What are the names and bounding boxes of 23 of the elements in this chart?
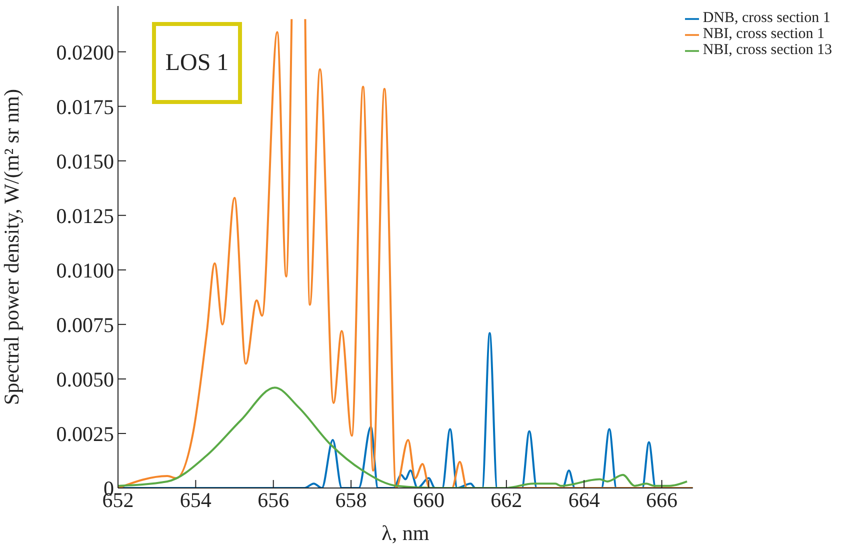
- y-tick-label: 0.0175: [56, 94, 114, 119]
- y-axis-title: Spectral power density, W/(m² sr nm): [0, 89, 24, 405]
- x-tick-label: 656: [258, 488, 290, 512]
- x-tick-label: 658: [335, 488, 367, 512]
- label-frame: LOS 1: [152, 22, 242, 104]
- x-tick-label: 664: [568, 488, 600, 512]
- y-tick-label: 0.0200: [56, 40, 114, 64]
- x-tick-label: 666: [646, 488, 678, 512]
- y-tick-label: 0.0025: [56, 422, 114, 446]
- x-tick-label: 654: [180, 488, 212, 512]
- legend-label: NBI, cross section 1: [702, 26, 824, 42]
- x-tick-label: 660: [412, 488, 444, 512]
- y-tick-label: 0.0100: [56, 258, 114, 282]
- annotation: LOS 1: [165, 50, 229, 76]
- y-tick-label: 0.0150: [56, 149, 114, 174]
- y-tick-label: 0.0075: [56, 312, 114, 337]
- legend-label: NBI, cross section 13: [702, 42, 832, 58]
- line-series: [118, 386, 688, 488]
- legend-label: DNB, cross section 1: [702, 10, 830, 26]
- x-axis-title: λ, nm: [382, 521, 430, 545]
- y-tick-label: 0.0050: [56, 367, 114, 392]
- y-tick-label: 0.0125: [56, 204, 114, 228]
- x-tick-label: 662: [490, 488, 522, 512]
